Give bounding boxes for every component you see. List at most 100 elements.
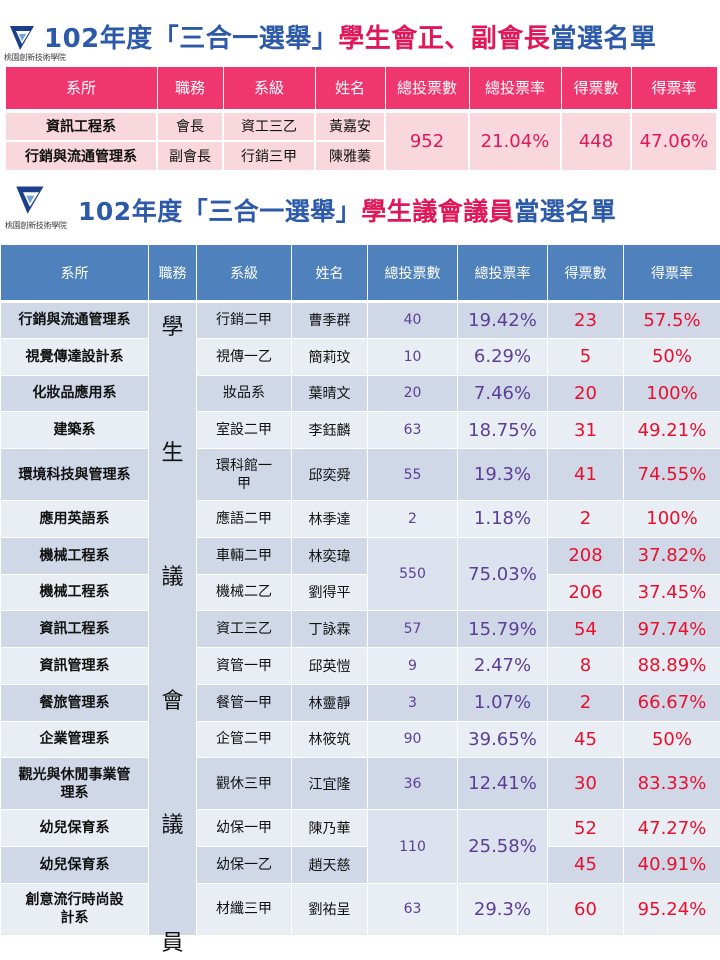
cell-turnout: 1.18% xyxy=(457,500,548,538)
cell-vote-rate: 100% xyxy=(623,500,720,538)
cell-name: 林靈靜 xyxy=(291,683,368,722)
table-row: 機械工程系 機械二乙 劉得平 206 37.45% xyxy=(0,573,720,612)
school-name-small-2: 桃園創新技術學院 xyxy=(5,221,67,230)
cell-class: 行銷二甲 xyxy=(196,301,292,339)
cell-class: 行銷三甲 xyxy=(222,139,316,172)
cell-votes: 20 xyxy=(547,374,624,413)
cell-votes: 8 xyxy=(547,647,624,685)
cell-dept: 行銷與流通管理系 xyxy=(4,139,158,172)
cell-class: 視傳一乙 xyxy=(196,337,292,376)
col-header-name: 姓名 xyxy=(291,244,368,303)
cell-dept: 機械工程系 xyxy=(0,573,149,612)
role-char: 會 xyxy=(161,689,184,714)
cell-vote-rate: 97.74% xyxy=(623,610,720,648)
cell-votes: 45 xyxy=(547,720,624,759)
header-student-council: 桃園創新技術學院 102年度「三合一選舉」學生議會議員當選名單 xyxy=(0,176,720,240)
col-header-class: 系級 xyxy=(222,66,316,113)
cell-vote-rate: 95.24% xyxy=(623,882,720,936)
cell-votes: 2 xyxy=(547,683,624,722)
cell-vote-rate: 57.5% xyxy=(623,301,720,339)
cell-name: 林筱筑 xyxy=(291,720,368,759)
cell-total-votes: 57 xyxy=(367,610,458,648)
cell-class: 觀休三甲 xyxy=(196,757,292,811)
cell-vote-rate: 50% xyxy=(623,720,720,759)
cell-total-votes: 55 xyxy=(367,448,458,501)
president-results-table: 系所 職務 系級 姓名 總投票數 總投票率 得票數 得票率 資訊工程系 會長 資… xyxy=(4,66,718,172)
cell-class: 室設二甲 xyxy=(196,411,292,449)
cell-total-votes: 550 xyxy=(367,536,458,612)
council-results-table: 系所 職務 系級 姓名 總投票數 總投票率 得票數 得票率 行銷與流通管理系 學… xyxy=(0,244,720,956)
school-name-small: 桃園創新技術學院 xyxy=(4,53,66,62)
col-header-vote-rate: 得票率 xyxy=(630,66,718,113)
cell-dept: 幼兒保育系 xyxy=(0,809,149,847)
cell-name: 曹季群 xyxy=(291,301,368,339)
table-row: 幼兒保育系 幼保一甲 陳乃華 110 25.58% 52 47.27% xyxy=(0,809,720,884)
school-logo xyxy=(8,22,38,52)
cell-name: 黃嘉安 xyxy=(314,109,386,142)
cell-votes: 54 xyxy=(547,610,624,648)
cell-dept: 應用英語系 xyxy=(0,500,149,538)
cell-total-votes: 90 xyxy=(367,720,458,759)
cell-dept: 機械工程系 xyxy=(0,536,149,575)
col-header-total-votes: 總投票數 xyxy=(384,66,470,113)
title-red-part: 學生會正、副會長 xyxy=(338,24,551,54)
cell-dept: 建築系 xyxy=(0,411,149,449)
cell-class: 妝品系 xyxy=(196,374,292,413)
cell-turnout: 1.07% xyxy=(457,683,548,722)
table-row: 資訊工程系 會長 資工三乙 黃嘉安 952 21.04% 448 47.06% xyxy=(4,109,718,172)
cell-dept: 資訊工程系 xyxy=(4,109,158,142)
col-header-role: 職務 xyxy=(156,66,224,113)
title-year: 102 xyxy=(44,24,100,54)
col-header-votes: 得票數 xyxy=(560,66,632,113)
table-row: 資訊管理系 資管一甲 邱英愷 9 2.47% 8 88.89% xyxy=(0,647,720,685)
cell-name: 葉晴文 xyxy=(291,374,368,413)
cell-dept: 資訊工程系 xyxy=(0,610,149,648)
table-row: 企業管理系 企管二甲 林筱筑 90 39.65% 45 50% xyxy=(0,720,720,759)
title-year: 102 xyxy=(78,197,132,226)
cell-name: 邱英愷 xyxy=(291,647,368,685)
cell-turnout: 75.03% xyxy=(457,536,548,612)
cell-vote-rate: 88.89% xyxy=(623,647,720,685)
cell-class: 資工三乙 xyxy=(222,109,316,142)
col-header-name: 姓名 xyxy=(314,66,386,113)
col-header-votes: 得票數 xyxy=(547,244,624,303)
cell-name: 邱奕舜 xyxy=(291,448,368,501)
cell-name: 劉得平 xyxy=(291,573,368,612)
page-title-1: 102年度「三合一選舉」學生會正、副會長當選名單 xyxy=(44,18,656,55)
table-row: 視覺傳達設計系 視傳一乙 簡莉玟 10 6.29% 5 50% xyxy=(0,337,720,376)
cell-role-merged: 學 生 議 會 議 員 xyxy=(148,301,197,956)
cell-total-votes: 40 xyxy=(367,301,458,339)
cell-dept: 視覺傳達設計系 xyxy=(0,337,149,376)
col-header-role: 職務 xyxy=(148,244,197,303)
table1-header-row: 系所 職務 系級 姓名 總投票數 總投票率 得票數 得票率 xyxy=(4,66,718,113)
table-row: 化妝品應用系 妝品系 葉晴文 20 7.46% 20 100% xyxy=(0,374,720,413)
cell-total-votes: 952 xyxy=(384,109,470,172)
cell-total-votes: 3 xyxy=(367,683,458,722)
cell-name: 江宜隆 xyxy=(291,757,368,811)
table-row: 幼兒保育系 幼保一乙 趙天慈 45 40.91% xyxy=(0,846,720,884)
title-red-part: 學生議會議員 xyxy=(361,197,515,226)
cell-class: 應語二甲 xyxy=(196,500,292,538)
header-student-association: 桃園創新技術學院 102年度「三合一選舉」學生會正、副會長當選名單 xyxy=(0,0,720,66)
cell-dept: 行銷與流通管理系 xyxy=(0,301,149,339)
col-header-turnout: 總投票率 xyxy=(468,66,562,113)
cell-dept: 環境科技與管理系 xyxy=(0,448,149,501)
cell-votes: 23 xyxy=(547,301,624,339)
cell-turnout: 18.75% xyxy=(457,411,548,449)
cell-class: 車輛二甲 xyxy=(196,536,292,575)
cell-class: 餐管一甲 xyxy=(196,683,292,722)
table-row: 觀光與休閒事業管理系 觀休三甲 江宜隆 36 12.41% 30 83.33% xyxy=(0,757,720,811)
school-logo-icon xyxy=(16,186,44,214)
cell-class: 幼保一乙 xyxy=(196,846,292,884)
cell-class: 資工三乙 xyxy=(196,610,292,648)
school-logo-icon xyxy=(10,26,34,50)
cell-votes: 45 xyxy=(547,846,624,884)
cell-name: 劉祐呈 xyxy=(291,882,368,936)
cell-vote-rate: 50% xyxy=(623,337,720,376)
cell-votes: 206 xyxy=(547,573,624,612)
cell-name: 陳乃華 xyxy=(291,809,368,847)
cell-dept: 企業管理系 xyxy=(0,720,149,759)
cell-votes: 5 xyxy=(547,337,624,376)
cell-vote-rate: 74.55% xyxy=(623,448,720,501)
cell-vote-rate: 49.21% xyxy=(623,411,720,449)
